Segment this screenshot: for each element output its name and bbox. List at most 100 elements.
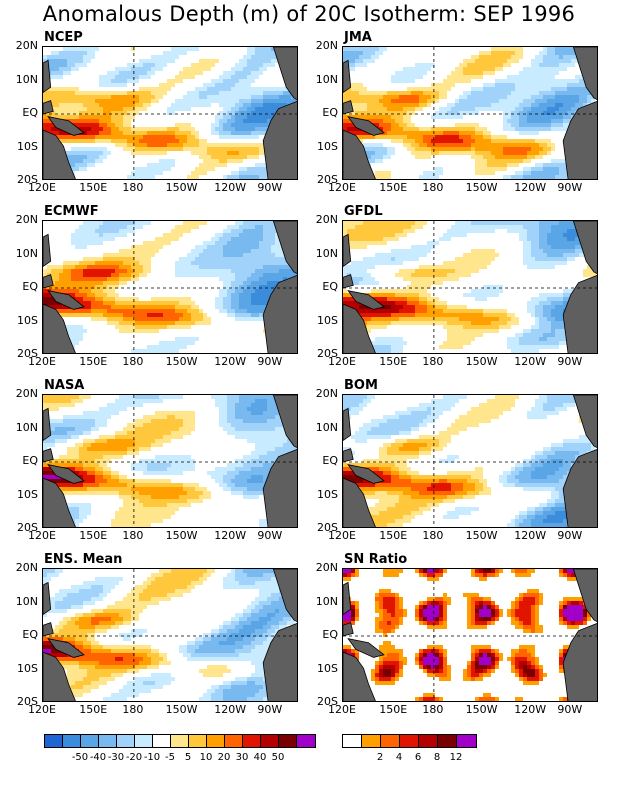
land-mass [262, 100, 297, 179]
colorbar-swatch [207, 735, 225, 747]
lat-label: 10N [315, 72, 338, 86]
lon-label: 180 [422, 703, 444, 716]
lon-label: 120E [28, 703, 56, 716]
land-mass [43, 274, 54, 289]
lon-label: 150E [79, 529, 108, 542]
lon-label: 120E [28, 181, 56, 194]
lon-label: 120W [214, 181, 247, 194]
colorbar-swatch [99, 735, 117, 747]
lon-label: 120E [328, 181, 356, 194]
lon-label: 150W [465, 529, 498, 542]
panel-title: GFDL [344, 204, 383, 219]
colorbar-tick-label: 4 [395, 752, 403, 763]
contour-field [343, 47, 597, 179]
land-mass [343, 274, 354, 289]
colorbar-swatch [381, 735, 400, 747]
lon-label: 150W [165, 181, 198, 194]
land-mass [343, 59, 352, 94]
lat-label: 20S [317, 695, 338, 708]
lat-label: 10S [317, 487, 338, 501]
panel-nasa: NASA 20N 10N EQ 10S 20S 120E 150E 180 150W 120W 90W [0, 378, 300, 542]
land-mass [43, 59, 52, 94]
lat-label: 10S [17, 313, 38, 327]
land-mass [43, 303, 76, 353]
lat-label: 20S [17, 173, 38, 186]
map-area [42, 46, 298, 180]
colorbar-tick-label: -5 [165, 752, 175, 763]
panel-ncep: NCEP 20N 10N EQ 10S 20S 120E 150E 180 150W 120W 90W [0, 30, 300, 194]
land-mass [43, 651, 76, 701]
lat-label: 10S [17, 661, 38, 675]
colorbar-swatch [457, 735, 476, 747]
land-mass [343, 581, 352, 616]
panel-title: NASA [44, 378, 85, 393]
contour-field [343, 569, 597, 701]
lon-label: 90W [257, 181, 283, 194]
figure-title: Anomalous Depth (m) of 20C Isotherm: SEP… [42, 2, 576, 26]
map-area [342, 46, 598, 180]
colorbar-swatch [261, 735, 279, 747]
lon-label: 150E [79, 355, 108, 368]
lon-label: 150E [79, 703, 108, 716]
colorbar-swatch [343, 735, 362, 747]
lat-label: 20N [15, 561, 38, 574]
lon-label: 180 [422, 355, 444, 368]
land-mass [343, 407, 352, 442]
land-mass [43, 622, 54, 637]
lon-label: 180 [422, 529, 444, 542]
lon-label: 120W [514, 529, 547, 542]
panel-title: ECMWF [44, 204, 99, 219]
land-mass [562, 448, 597, 527]
colorbar-swatch [419, 735, 438, 747]
lat-label: 20N [315, 39, 338, 52]
lon-label: 180 [122, 355, 144, 368]
colorbar-tick-label: 12 [449, 752, 463, 763]
lon-label: 120W [514, 355, 547, 368]
panel-gfdl: GFDL 20N 10N EQ 10S 20S 120E 150E 180 150W 120W 90W [300, 204, 600, 368]
lat-label: EQ [322, 106, 338, 119]
land-mass [272, 395, 297, 449]
contour-field [43, 395, 297, 527]
land-mass [343, 100, 354, 115]
map-area [42, 568, 298, 702]
lat-label: 20N [315, 561, 338, 574]
colorbar-swatch [438, 735, 457, 747]
colorbar-tick-label: 50 [271, 752, 285, 763]
colorbar-tick-label: 10 [199, 752, 213, 763]
colorbar-swatch [297, 735, 315, 747]
lat-label: EQ [322, 454, 338, 467]
land-mass [272, 47, 297, 101]
lat-label: 20N [315, 387, 338, 400]
map-area [42, 394, 298, 528]
lon-label: 90W [557, 703, 583, 716]
lon-label: 150W [465, 355, 498, 368]
panel-title: ENS. Mean [44, 552, 123, 567]
lat-label: 10N [315, 246, 338, 260]
colorbar-swatch [45, 735, 63, 747]
lat-label: 10N [315, 594, 338, 608]
land-mass [562, 274, 597, 353]
contour-field [43, 569, 297, 701]
lon-label: 120E [28, 529, 56, 542]
colorbar-swatch [225, 735, 243, 747]
lat-label: EQ [22, 106, 38, 119]
lon-label: 180 [122, 181, 144, 194]
colorbar-tick-label: 20 [217, 752, 231, 763]
lat-label: 10S [17, 139, 38, 153]
lat-label: 10S [317, 313, 338, 327]
lat-label: EQ [322, 628, 338, 641]
lon-label: 150W [165, 529, 198, 542]
land-mass [347, 464, 385, 484]
land-mass [43, 448, 54, 463]
land-mass [47, 638, 85, 658]
colorbar-swatch [171, 735, 189, 747]
lat-label: EQ [22, 280, 38, 293]
lat-label: 10N [15, 246, 38, 260]
land-mass [43, 477, 76, 527]
lat-label: 20S [17, 347, 38, 360]
land-mass [572, 395, 597, 449]
panel-sn-ratio: SN Ratio 20N 10N EQ 10S 20S 120E 150E 180 150W 120… [300, 552, 600, 716]
lat-label: 20S [17, 695, 38, 708]
lat-label: 10S [17, 487, 38, 501]
lon-label: 150W [465, 703, 498, 716]
